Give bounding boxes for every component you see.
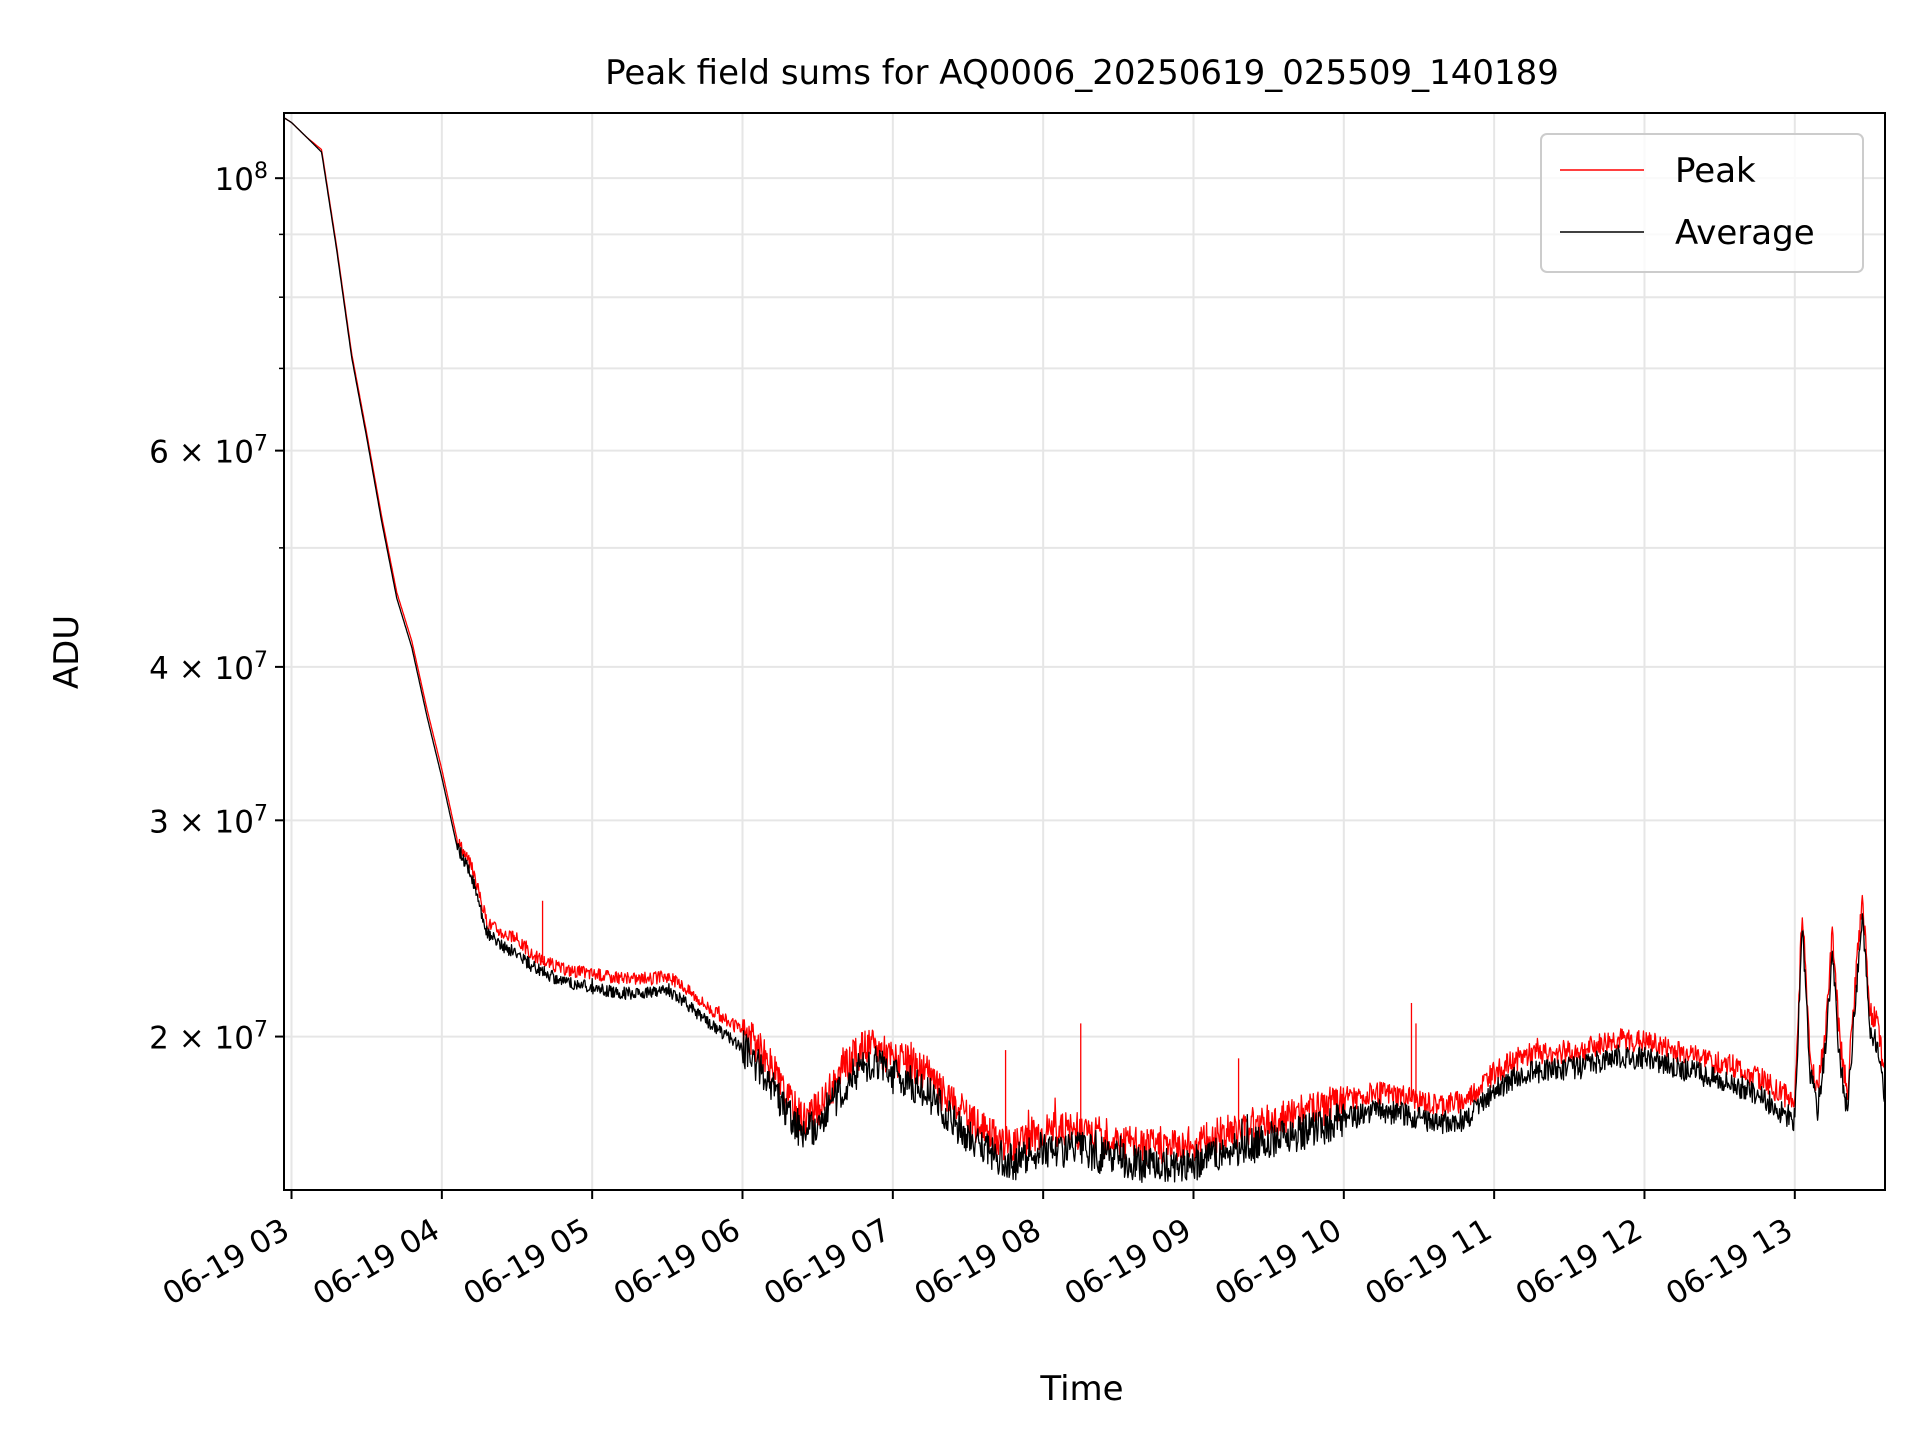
y-axis-label: ADU <box>47 615 87 689</box>
x-tick-label: 06-19 08 <box>908 1212 1047 1313</box>
x-tick-label: 06-19 05 <box>457 1212 596 1313</box>
x-tick-label: 06-19 03 <box>157 1212 296 1313</box>
legend-box <box>1540 133 1864 273</box>
y-tick-base: 2 × 10 <box>149 1021 254 1057</box>
y-tick-label: 4 × 107 <box>149 647 268 687</box>
x-tick-label: 06-19 13 <box>1660 1212 1799 1313</box>
y-tick-exponent: 7 <box>254 431 268 456</box>
y-tick-exponent: 7 <box>254 1017 268 1042</box>
y-tick-label: 2 × 107 <box>149 1017 268 1057</box>
y-tick-label: 3 × 107 <box>149 801 268 841</box>
series-average <box>283 117 1886 1184</box>
x-tick-label: 06-19 07 <box>758 1212 897 1313</box>
legend: Peak Average <box>1540 133 1864 273</box>
y-tick-exponent: 7 <box>254 647 268 672</box>
x-tick-label: 06-19 06 <box>608 1212 747 1313</box>
y-tick-exponent: 7 <box>254 801 268 826</box>
gridlines <box>284 113 1885 1190</box>
x-axis: 06-19 03 06-19 04 06-19 05 06-19 06 06-19 07… <box>157 1190 1799 1313</box>
x-tick-label: 06-19 12 <box>1510 1212 1649 1313</box>
y-tick-base: 4 × 10 <box>149 651 254 687</box>
y-tick-base: 6 × 10 <box>149 435 254 471</box>
plot-area <box>283 117 1886 1184</box>
y-tick-exponent: 8 <box>254 159 268 184</box>
chart-title: Peak field sums for AQ0006_20250619_0255… <box>605 53 1559 93</box>
legend-label-peak: Peak <box>1675 151 1756 191</box>
y-tick-base: 10 <box>215 162 254 198</box>
y-tick-label: 108 <box>215 159 268 199</box>
x-tick-label: 06-19 10 <box>1209 1212 1348 1313</box>
plot-frame <box>283 112 1886 1191</box>
legend-label-average: Average <box>1675 213 1815 253</box>
x-tick-label: 06-19 11 <box>1359 1212 1498 1313</box>
x-tick-label: 06-19 09 <box>1059 1212 1198 1313</box>
y-tick-label: 6 × 107 <box>149 431 268 471</box>
y-tick-base: 3 × 10 <box>149 804 254 840</box>
x-tick-label: 06-19 04 <box>307 1212 446 1313</box>
series-peak <box>283 117 1886 1165</box>
x-axis-label: Time <box>1039 1369 1123 1409</box>
